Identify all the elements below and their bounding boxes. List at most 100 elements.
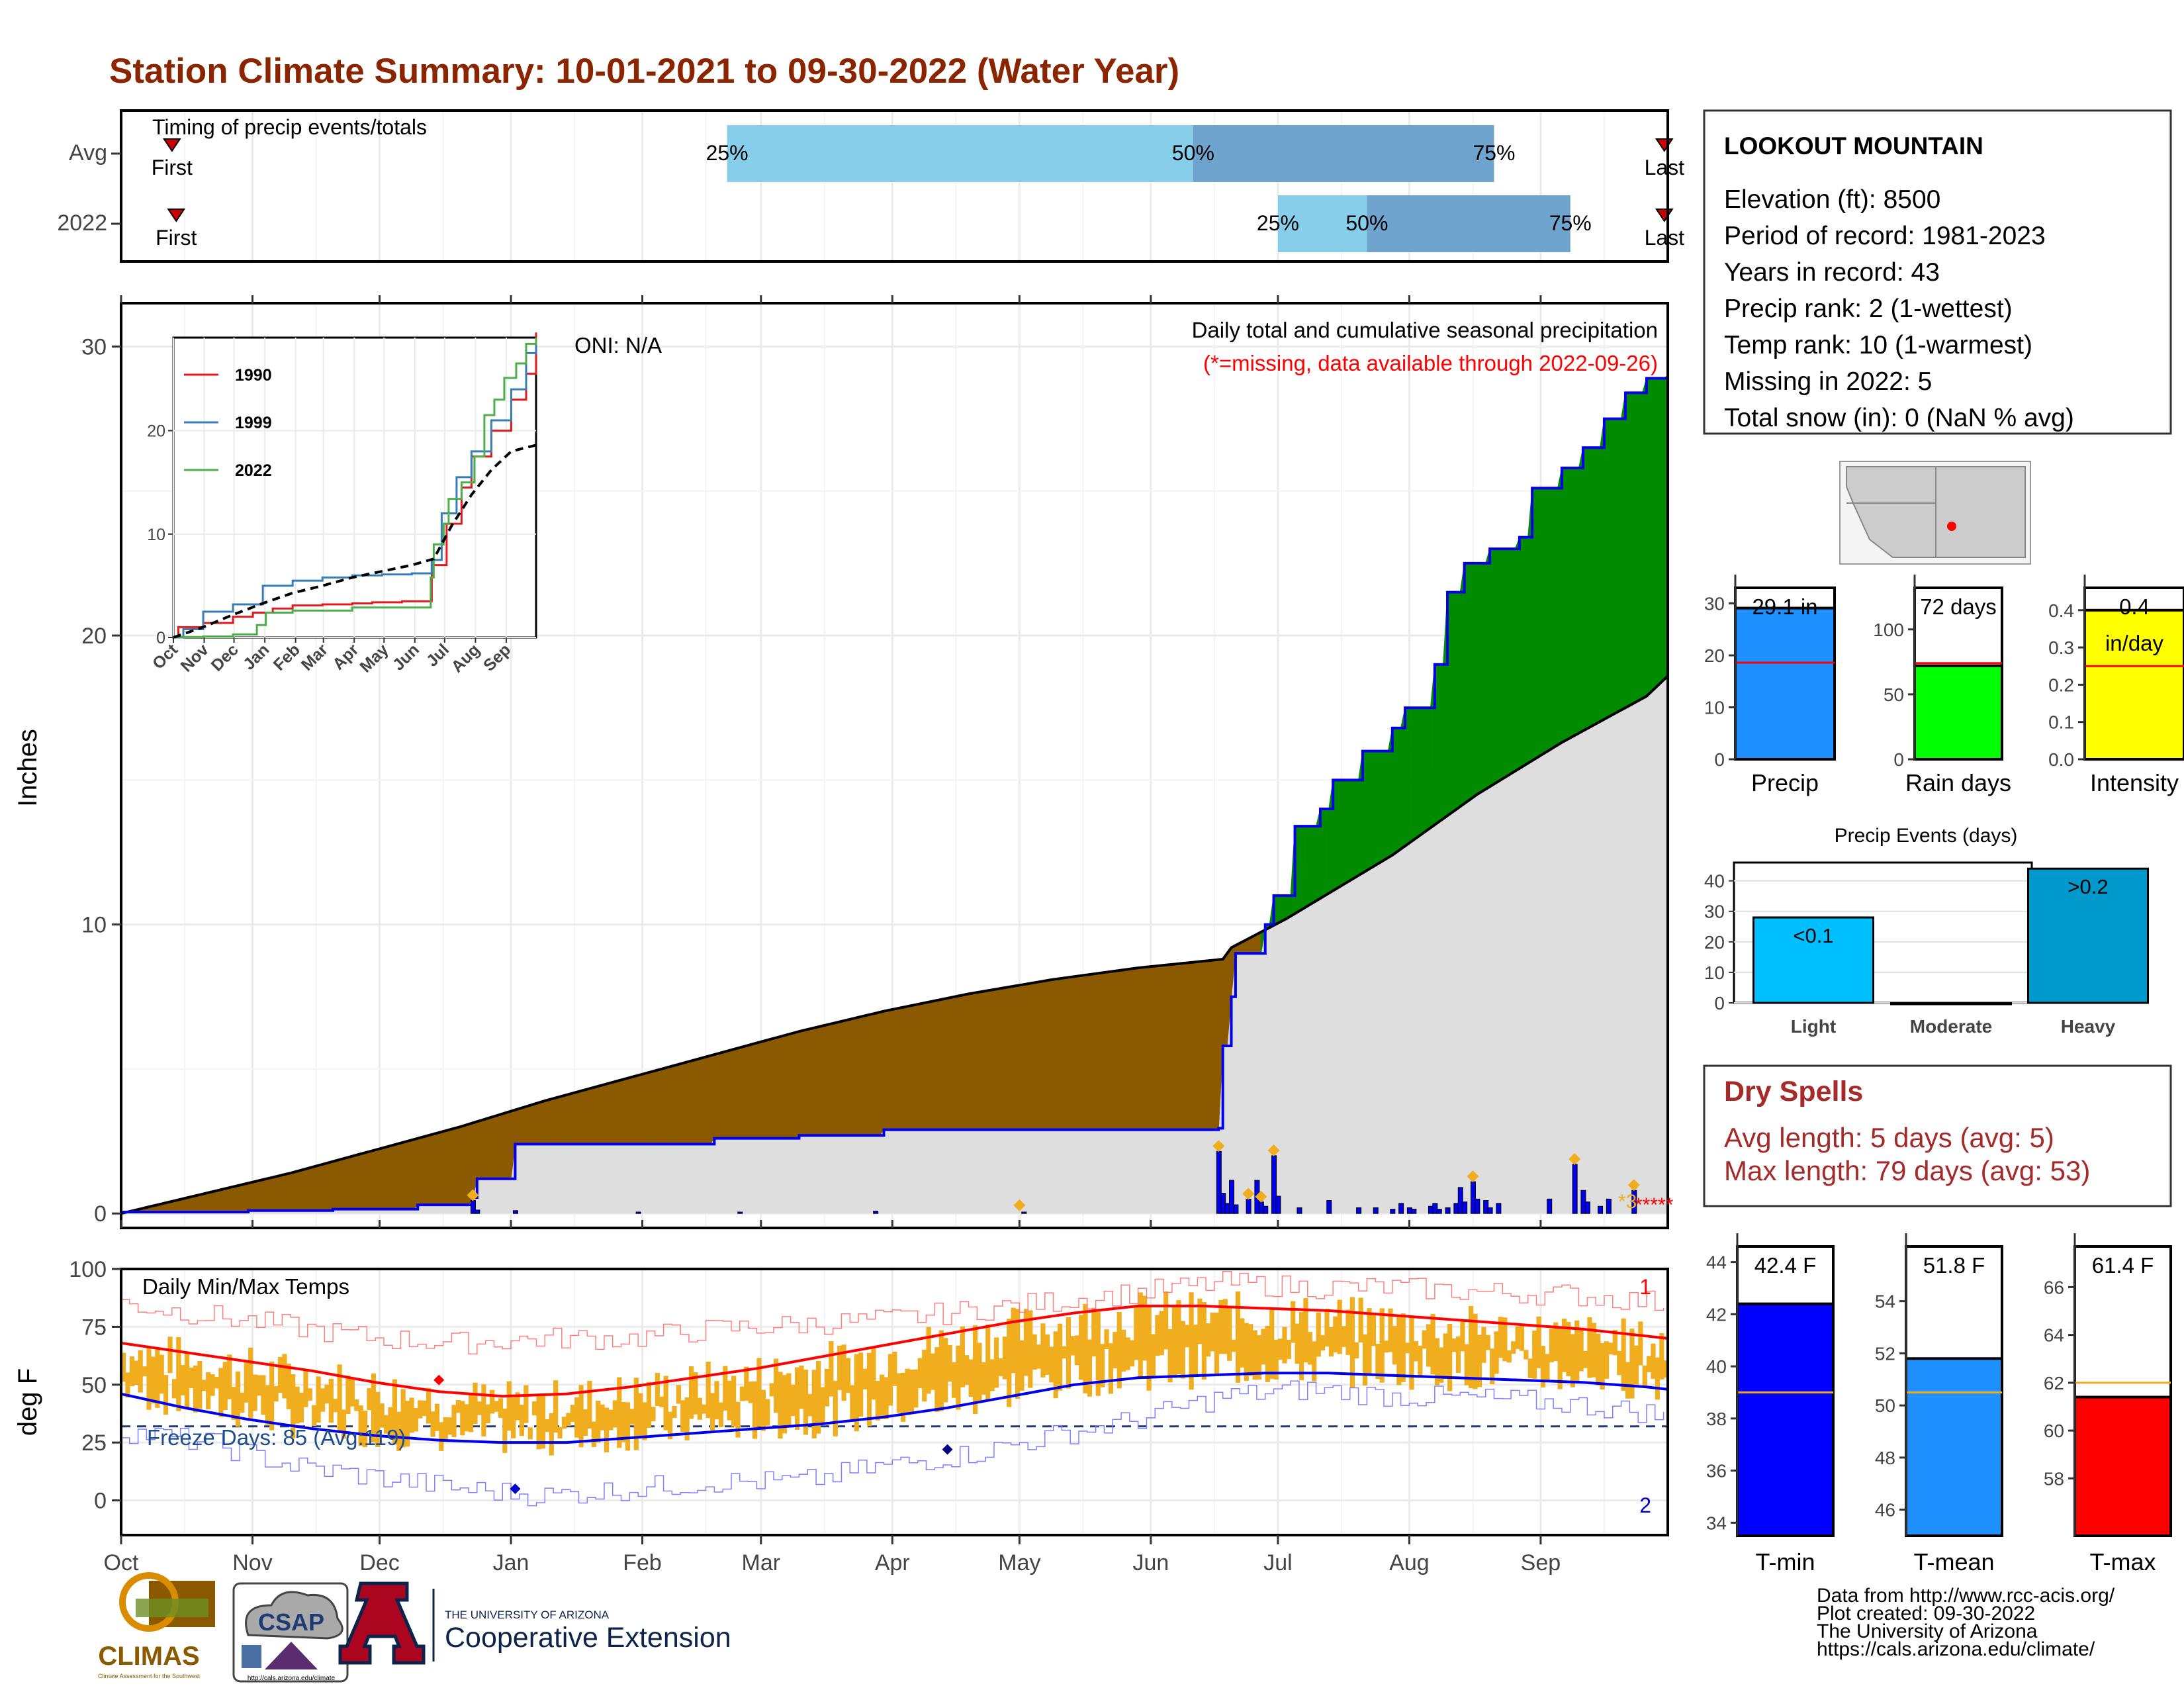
summary-bar-ytick: 0 xyxy=(1714,749,1725,770)
events-ytick: 20 xyxy=(1704,932,1725,953)
timing-row-2022-label: 2022 xyxy=(57,211,107,236)
average-cumulative-line xyxy=(120,675,1669,1215)
month-label: Feb xyxy=(623,1550,662,1575)
month-label: Oct xyxy=(104,1550,139,1575)
timing-q50-label: 50% xyxy=(1172,141,1214,165)
temp-record-marker xyxy=(942,1444,953,1455)
precip-event-marker xyxy=(1212,1140,1225,1152)
precip-ytick-label: 10 xyxy=(81,913,107,938)
daily-precip-bar xyxy=(873,1211,879,1214)
month-label: Sep xyxy=(1521,1550,1561,1575)
summary-bar-fill xyxy=(1734,606,1836,761)
events-category-label: Heavy xyxy=(2061,1016,2116,1037)
summary-bar-ytick: 0.3 xyxy=(2048,637,2074,658)
daily-precip-bar xyxy=(1373,1207,1379,1214)
timing-first-label: First xyxy=(156,226,197,250)
events-title: Precip Events (days) xyxy=(1835,825,2018,847)
csap-url: http://cals.arizona.edu/climate xyxy=(248,1675,336,1682)
svg-text:*3: *3 xyxy=(1618,1191,1637,1213)
summary-bar-fill xyxy=(1736,1302,1835,1538)
timing-title: Timing of precip events/totals xyxy=(152,115,427,139)
timing-bar-q25-q50 xyxy=(727,125,1193,182)
summary-bar-ytick: 10 xyxy=(1704,698,1725,718)
timing-last-label: Last xyxy=(1645,226,1685,250)
dry-title: Dry Spells xyxy=(1724,1076,1863,1107)
inset-legend-label: 2022 xyxy=(235,461,272,480)
timing-first-label: First xyxy=(152,156,193,179)
timing-row-avg-label: Avg xyxy=(69,140,107,165)
summary-bar-t-mean: 51.8 F 46 48 50 52 54 T-mean xyxy=(1875,1233,2003,1575)
month-label: Jan xyxy=(493,1550,529,1575)
climas-tagline: Climate Assessment for the Southwest xyxy=(98,1673,201,1679)
month-label: Apr xyxy=(875,1550,910,1575)
summary-bar-ytick: 50 xyxy=(1884,684,1904,705)
precip-event-marker xyxy=(1267,1144,1280,1156)
month-label: Jun xyxy=(1132,1550,1169,1575)
climas-logo: CLIMAS Climate Assessment for the Southw… xyxy=(98,1572,215,1679)
precip-event-marker xyxy=(1569,1152,1581,1165)
summary-bar-ytick: 20 xyxy=(1704,645,1725,666)
inset-line-1999 xyxy=(173,342,537,639)
summary-bar-value: 29.1 in xyxy=(1752,594,1817,619)
summary-bar-ytick: 48 xyxy=(1875,1448,1895,1468)
timing-first-marker xyxy=(167,209,186,222)
timing-last-label: Last xyxy=(1645,156,1685,179)
temp-ylabel: deg F xyxy=(13,1368,42,1436)
summary-bar-rain-days: 72 days 0 50 100 Rain days xyxy=(1873,575,2011,796)
daily-precip-bar xyxy=(475,1209,480,1214)
summary-bar-ytick: 50 xyxy=(1875,1395,1895,1416)
daily-precip-bar xyxy=(1606,1198,1612,1214)
summary-bar-intensity: 0.4 in/day 0.0 0.1 0.2 0.3 0.4 Intensity xyxy=(2048,575,2184,796)
events-category-label: Moderate xyxy=(1910,1016,1992,1037)
summary-bar-ytick: 0.1 xyxy=(2048,712,2074,733)
daily-precip-bar xyxy=(1598,1205,1604,1214)
summary-bar-ytick: 30 xyxy=(1704,594,1725,614)
daily-precip-bar xyxy=(1297,1207,1302,1214)
precip-event-marker xyxy=(1013,1199,1026,1211)
footer-line-3: The University of Arizona xyxy=(1817,1620,2038,1642)
precip-panel: 0 10 20 30 ONI: N/A Daily total and cumulat… xyxy=(13,295,1674,1229)
month-label: Dec xyxy=(359,1550,399,1575)
precip-ylabel: Inches xyxy=(13,729,42,807)
temp-ytick-label: 75 xyxy=(81,1315,107,1340)
summary-bar-ytick: 62 xyxy=(2044,1373,2064,1393)
summary-bar-ytick: 44 xyxy=(1706,1252,1727,1273)
daily-precip-bar xyxy=(1432,1203,1438,1214)
summary-bar-value: 61.4 F xyxy=(2092,1253,2154,1278)
record-low-rank: 2 xyxy=(1639,1493,1651,1517)
summary-bar-fill xyxy=(2073,1395,2172,1537)
precip-ytick-label: 30 xyxy=(81,334,107,359)
events-ytick: 10 xyxy=(1704,962,1725,983)
csap-wordmark: CSAP xyxy=(258,1609,324,1636)
month-label: Aug xyxy=(1389,1550,1430,1575)
summary-bar-label: T-max xyxy=(2089,1548,2156,1575)
record-high-rank: 1 xyxy=(1639,1275,1651,1299)
daily-precip-bar xyxy=(1021,1211,1027,1214)
summary-bar-t-max: 61.4 F 58 60 62 64 66 T-max xyxy=(2044,1233,2172,1575)
dry-max-length: Max length: 79 days (avg: 53) xyxy=(1724,1155,2090,1186)
timing-first-marker xyxy=(162,138,181,152)
temp-record-marker xyxy=(433,1374,445,1385)
dry-spells-box: Dry Spells Avg length: 5 days (avg: 5) M… xyxy=(1703,1064,2172,1207)
events-bar-value: <0.1 xyxy=(1793,924,1833,947)
timing-panel: 25% 50% 75% First Last 25% 50% 75% First Last Tim… xyxy=(57,109,1685,263)
page-title: Station Climate Summary: 10-01-2021 to 0… xyxy=(109,52,1179,91)
timing-q50-label: 50% xyxy=(1345,211,1388,235)
temp-ytick-label: 0 xyxy=(94,1489,107,1514)
daily-precip-bar xyxy=(1246,1198,1251,1214)
events-ytick: 40 xyxy=(1704,871,1725,892)
inset-legend-label: 1990 xyxy=(235,366,272,385)
precip-ytick-label: 0 xyxy=(94,1201,107,1227)
precip-events-chart: Precip Events (days) 0 10 20 30 40 <0.1 Light M… xyxy=(1704,825,2149,1037)
station-info-line: Years in record: 43 xyxy=(1724,258,1940,287)
precip-summary-bars: 29.1 in 0 10 20 30 Precip 72 days 0 50 100 Rain da… xyxy=(1704,575,2184,796)
svg-text:*****: ***** xyxy=(1635,1194,1674,1216)
station-name: LOOKOUT MOUNTAIN xyxy=(1724,132,1983,160)
precip-event-marker xyxy=(1467,1170,1479,1183)
precip-event-marker xyxy=(1242,1188,1255,1200)
summary-bar-ytick: 64 xyxy=(2044,1325,2064,1346)
temp-ytick-label: 50 xyxy=(81,1373,107,1398)
summary-bar-value: 0.4 xyxy=(2119,594,2150,619)
